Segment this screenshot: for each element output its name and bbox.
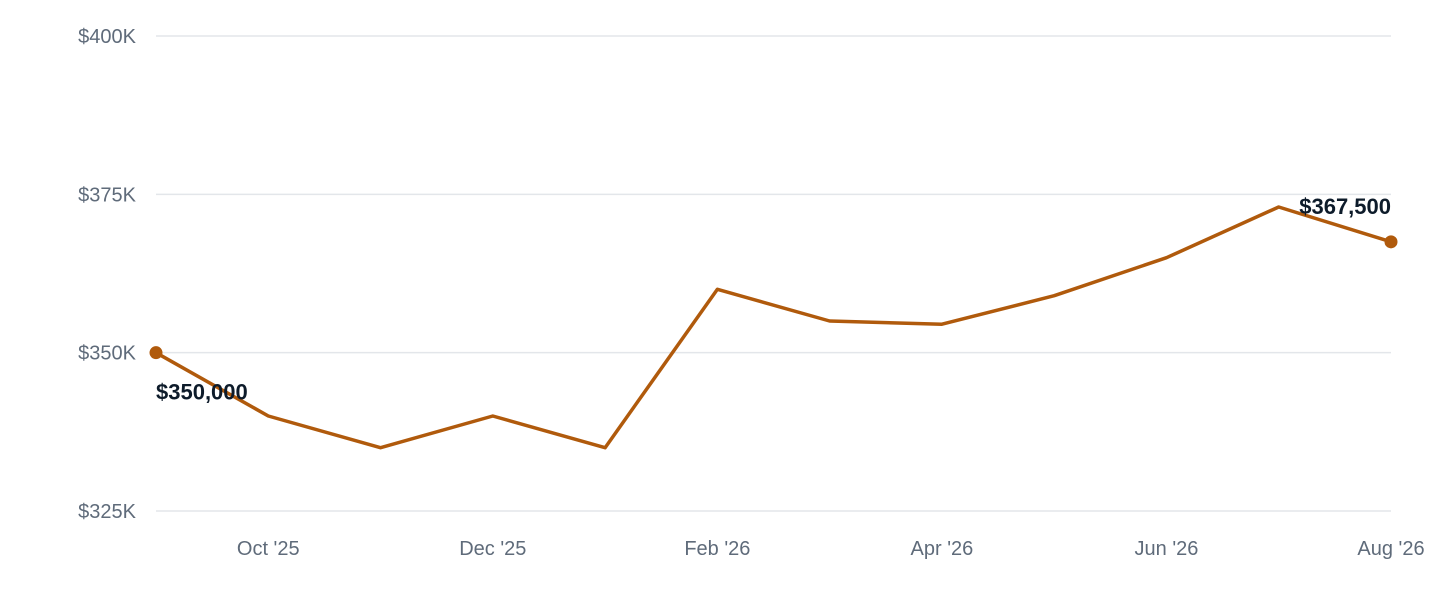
y-tick-label: $350K xyxy=(78,343,136,365)
y-tick-label: $400K xyxy=(78,26,136,48)
x-tick-label: Feb '26 xyxy=(684,538,750,560)
price-series-line xyxy=(154,205,1393,450)
x-tick-label: Apr '26 xyxy=(911,538,974,560)
annotation-layer: $350,000 $367,500 xyxy=(156,194,1391,405)
x-tick-label: Jun '26 xyxy=(1135,538,1199,560)
y-tick-label: $325K xyxy=(78,501,136,523)
data-label: $350,000 xyxy=(156,380,248,405)
x-tick-label: Dec '25 xyxy=(459,538,526,560)
data-point-marker[interactable] xyxy=(1384,235,1398,249)
y-tick-label: $375K xyxy=(78,184,136,206)
y-axis-labels: $325K $350K $375K $400K xyxy=(78,26,136,523)
data-label: $367,500 xyxy=(1299,194,1391,219)
data-point-marker[interactable] xyxy=(149,346,163,360)
x-tick-label: Aug '26 xyxy=(1357,538,1424,560)
grid-layer xyxy=(156,35,1391,512)
x-axis-labels: Oct '25 Dec '25 Feb '26 Apr '26 Jun '26 Aug '… xyxy=(237,538,1425,560)
series-layer xyxy=(149,205,1398,450)
x-tick-label: Oct '25 xyxy=(237,538,300,560)
